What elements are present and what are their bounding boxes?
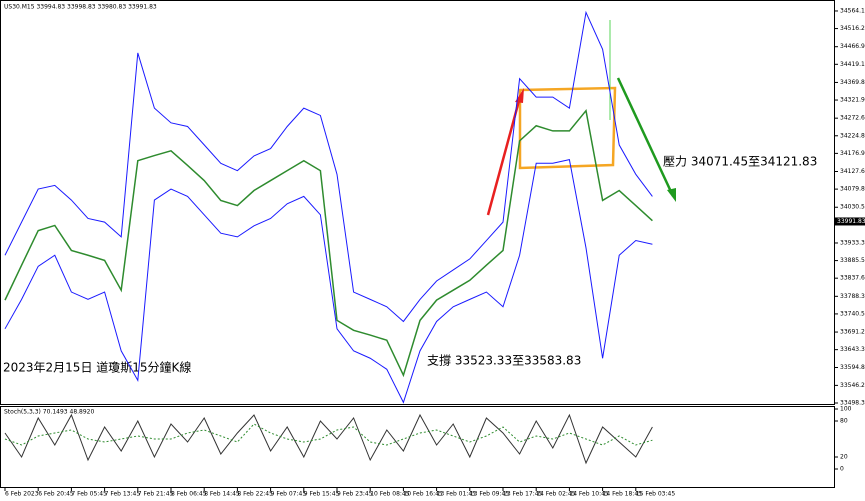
- y-tick-label: 100: [840, 406, 852, 413]
- y-tick-label: 0: [840, 466, 844, 473]
- x-tick-label: 10 Feb 08:45: [370, 491, 410, 498]
- x-tick-label: 13 Feb 17:45: [503, 491, 543, 498]
- x-tick-label: 9 Feb 23:45: [337, 491, 373, 498]
- x-tick-label: 8 Feb 14:45: [204, 491, 240, 498]
- y-tick-label: 33498.35: [840, 399, 865, 406]
- price-line: [4, 10, 653, 323]
- y-tick-label: 34127.65: [840, 168, 865, 175]
- x-tick-label: 7 Feb 21:45: [138, 491, 174, 498]
- main-frame: [0, 0, 835, 405]
- annotation: 壓力 34071.45至34121.83: [663, 155, 817, 169]
- x-tick-label: 13 Feb 01:45: [437, 491, 477, 498]
- x-tick-label: 10 Feb 16:45: [403, 491, 443, 498]
- stoch-line: [4, 423, 653, 446]
- y-tick-label: 34321.95: [840, 97, 865, 104]
- y-tick-label: 33594.80: [840, 364, 865, 371]
- y-tick-label: 33691.20: [840, 329, 865, 336]
- price-line: [4, 159, 653, 404]
- annotation: 2023年2月15日 道瓊斯15分鐘K線: [3, 360, 191, 375]
- price-tag-label: 33991.83: [837, 218, 865, 225]
- x-tick-label: 14 Feb 02:45: [536, 491, 576, 498]
- y-tick-label: 34176.95: [840, 150, 865, 157]
- y-tick-label: 34369.80: [840, 79, 865, 86]
- x-tick-label: 6 Feb 2023: [5, 491, 39, 498]
- x-tick-label: 8 Feb 06:45: [171, 491, 207, 498]
- y-tick-label: 33788.35: [840, 293, 865, 300]
- y-tick-label: 20: [840, 454, 848, 461]
- y-tick-label: 33740.50: [840, 310, 865, 317]
- y-tick-label: 34516.25: [840, 25, 865, 32]
- y-tick-label: 34419.10: [840, 61, 865, 68]
- x-tick-label: 13 Feb 09:45: [470, 491, 510, 498]
- x-tick-label: 6 Feb 20:45: [38, 491, 74, 498]
- y-tick-label: 33933.35: [840, 239, 865, 246]
- x-tick-label: 9 Feb 15:45: [304, 491, 340, 498]
- y-tick-label: 34079.80: [840, 186, 865, 193]
- stoch-title: Stoch(5,3,3) 70.1493 48.8920: [4, 409, 95, 416]
- price-line: [4, 108, 653, 378]
- y-tick-label: 34224.80: [840, 132, 865, 139]
- x-tick-label: 14 Feb 18:45: [603, 491, 643, 498]
- x-tick-label: 8 Feb 22:45: [237, 491, 273, 498]
- x-tick-label: 15 Feb 03:45: [636, 491, 676, 498]
- drawings: [486, 20, 676, 216]
- y-tick-label: 80: [840, 418, 848, 425]
- price-tag: [835, 217, 865, 226]
- y-tick-label: 34272.65: [840, 115, 865, 122]
- chart-title: US30.M15 33994.83 33998.83 33980.83 3399…: [4, 4, 157, 11]
- x-tick-label: 9 Feb 07:45: [271, 491, 307, 498]
- annotation: 支撐 33523.33至33583.83: [427, 354, 581, 368]
- x-tick-label: 7 Feb 05:45: [71, 491, 107, 498]
- x-tick-label: 7 Feb 13:45: [105, 491, 141, 498]
- y-tick-label: 33837.65: [840, 275, 865, 282]
- y-tick-label: 34466.95: [840, 43, 865, 50]
- y-tick-label: 33643.35: [840, 346, 865, 353]
- y-tick-label: 33546.20: [840, 382, 865, 389]
- stoch-frame: [0, 406, 835, 488]
- y-tick-label: 33885.50: [840, 257, 865, 264]
- x-tick-label: 14 Feb 10:45: [569, 491, 609, 498]
- y-tick-label: 34030.50: [840, 204, 865, 211]
- y-tick-label: 34564.10: [840, 7, 865, 14]
- stoch-line: [4, 413, 653, 465]
